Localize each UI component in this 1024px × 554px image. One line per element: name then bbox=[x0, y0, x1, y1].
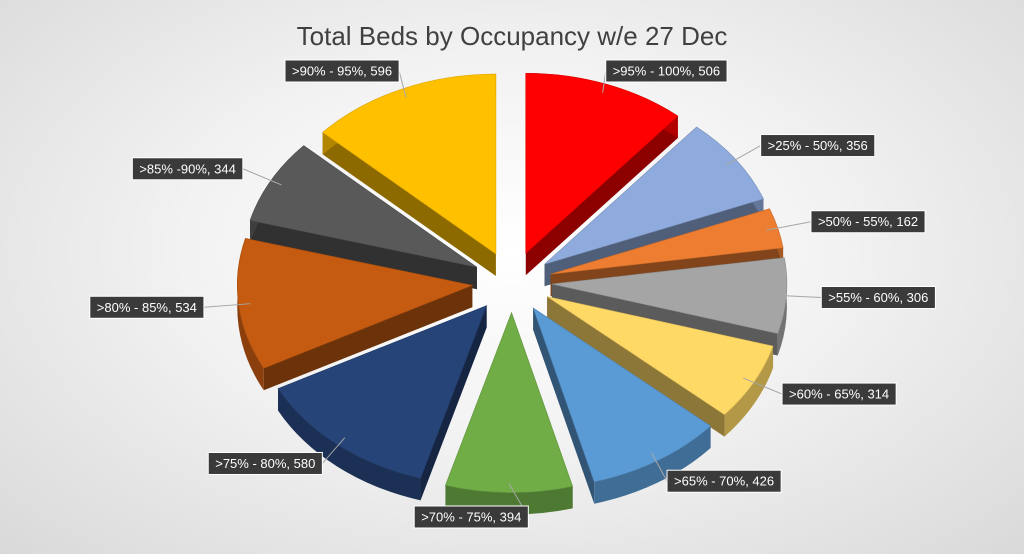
slice-top bbox=[532, 307, 712, 483]
leader-line bbox=[321, 437, 346, 464]
data-label-box bbox=[605, 59, 728, 83]
data-label: >65% - 70%, 426 bbox=[674, 474, 774, 489]
slice-rim bbox=[278, 388, 421, 501]
slice-top bbox=[445, 311, 574, 493]
slice-top bbox=[277, 305, 488, 479]
slice-rim bbox=[724, 346, 774, 437]
slice-top bbox=[322, 73, 497, 255]
slice-side-wall bbox=[420, 305, 487, 501]
slice-side-wall bbox=[263, 285, 473, 391]
data-label-box bbox=[207, 451, 323, 475]
leader-line bbox=[726, 145, 761, 166]
slice-side-wall bbox=[547, 296, 725, 437]
pie-slice-95-100 bbox=[525, 72, 679, 276]
data-label: >85% -90%, 344 bbox=[139, 161, 235, 176]
data-label-box bbox=[284, 59, 400, 83]
leader-line bbox=[743, 377, 783, 395]
data-label-box bbox=[89, 295, 205, 319]
chart-title: Total Beds by Occupancy w/e 27 Dec bbox=[297, 21, 728, 51]
pie-slices bbox=[236, 72, 788, 515]
data-label: >95% - 100%, 506 bbox=[613, 64, 720, 79]
slice-rim bbox=[594, 426, 711, 504]
pie-slice-70-75 bbox=[445, 311, 574, 515]
slice-side-wall bbox=[250, 220, 477, 290]
slice-side-wall bbox=[533, 307, 595, 504]
data-label-box bbox=[413, 505, 529, 529]
pie-slice-75-80 bbox=[277, 305, 488, 501]
data-label-box bbox=[820, 286, 936, 310]
pie-slice-80-85 bbox=[236, 238, 474, 391]
pie-slice-90-95 bbox=[322, 73, 497, 276]
data-label: >55% - 60%, 306 bbox=[828, 290, 928, 305]
pie-slice-60-65 bbox=[546, 296, 774, 437]
leader-line bbox=[774, 294, 822, 299]
data-label: >80% - 85%, 534 bbox=[97, 300, 197, 315]
leader-line bbox=[651, 452, 668, 482]
data-label: >50% - 55%, 162 bbox=[818, 214, 918, 229]
slice-side-wall bbox=[525, 116, 678, 276]
leader-line bbox=[602, 70, 607, 93]
leader-line bbox=[766, 221, 812, 231]
data-label: >75% - 80%, 580 bbox=[215, 456, 315, 471]
data-labels: >95% - 100%, 506 >25% - 50%, 356 >50% - 55… bbox=[89, 59, 936, 529]
data-label: >90% - 95%, 596 bbox=[292, 64, 392, 79]
pie-slice-85-90 bbox=[249, 145, 478, 290]
slice-rim bbox=[237, 238, 264, 391]
data-label-box bbox=[131, 157, 244, 181]
data-label-box bbox=[810, 210, 926, 234]
leader-line bbox=[398, 70, 407, 98]
data-label: >25% - 50%, 356 bbox=[768, 138, 868, 153]
data-label: >70% - 75%, 394 bbox=[421, 509, 521, 524]
leader-line bbox=[242, 168, 282, 186]
slice-side-wall bbox=[322, 132, 496, 276]
data-label-box bbox=[781, 382, 897, 406]
data-label-box bbox=[666, 469, 782, 493]
data-label: >60% - 65%, 314 bbox=[789, 387, 889, 402]
slice-rim bbox=[777, 257, 787, 356]
leader-line bbox=[203, 303, 251, 308]
data-label-box bbox=[760, 134, 876, 158]
slice-top bbox=[525, 72, 679, 254]
pie-slice-65-70 bbox=[532, 307, 712, 504]
